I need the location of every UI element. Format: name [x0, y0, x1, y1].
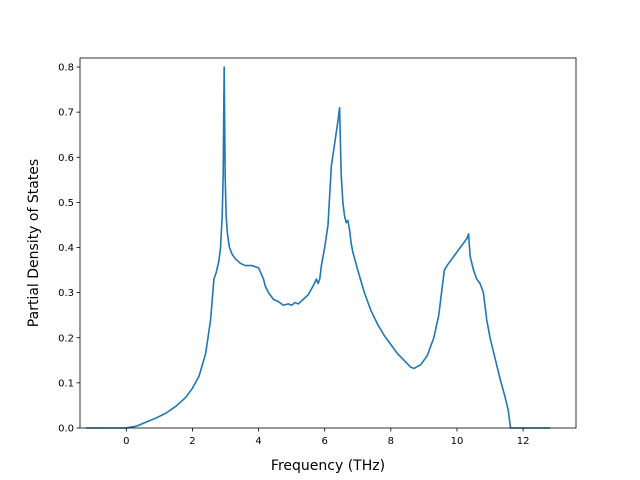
y-axis-label: Partial Density of States — [26, 159, 42, 327]
axes-background — [80, 58, 576, 428]
y-tick-label: 0.6 — [58, 153, 74, 164]
y-tick-label: 0.8 — [58, 63, 74, 74]
x-tick-label: 8 — [388, 436, 394, 447]
x-tick-label: 0 — [123, 436, 129, 447]
y-tick-label: 0.4 — [58, 243, 74, 254]
x-tick-label: 12 — [517, 436, 530, 447]
series-line — [85, 66, 551, 429]
y-tick-label: 0.2 — [58, 333, 74, 344]
y-tick-label: 0.7 — [58, 108, 74, 119]
x-tick-label: 4 — [255, 436, 261, 447]
y-tick-label: 0.0 — [58, 424, 74, 435]
y-axis-ticks: 0.0 0.1 0.2 0.3 0.4 0.5 0.6 0.7 0.8 — [58, 63, 80, 435]
x-tick-label: 2 — [189, 436, 195, 447]
y-tick-label: 0.1 — [58, 378, 74, 389]
plot-area — [79, 57, 577, 429]
x-tick-label: 6 — [322, 436, 328, 447]
axes-frame — [79, 57, 577, 429]
x-axis-label: Frequency (THz) — [271, 458, 385, 474]
y-tick-label: 0.3 — [58, 288, 74, 299]
x-tick-label: 10 — [451, 436, 464, 447]
x-axis-ticks: 0 2 4 6 8 10 12 — [123, 428, 529, 447]
y-tick-label: 0.5 — [58, 198, 74, 209]
